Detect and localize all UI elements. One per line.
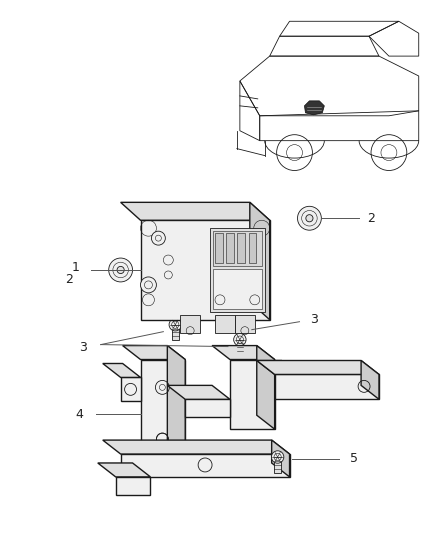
Polygon shape — [248, 233, 256, 263]
Text: 2: 2 — [65, 273, 73, 286]
Polygon shape — [272, 440, 290, 477]
Polygon shape — [257, 345, 275, 429]
Polygon shape — [250, 203, 270, 320]
Polygon shape — [226, 233, 234, 263]
Circle shape — [169, 319, 181, 331]
Polygon shape — [257, 360, 300, 375]
Polygon shape — [215, 315, 235, 333]
Polygon shape — [275, 375, 300, 397]
Polygon shape — [304, 101, 324, 115]
Polygon shape — [123, 345, 185, 360]
Polygon shape — [180, 315, 200, 333]
Text: 3: 3 — [311, 313, 318, 326]
Polygon shape — [235, 315, 255, 333]
Text: 1: 1 — [72, 262, 80, 274]
Polygon shape — [120, 203, 270, 220]
Polygon shape — [120, 454, 290, 477]
Polygon shape — [172, 325, 179, 340]
Polygon shape — [210, 228, 265, 312]
Polygon shape — [230, 360, 275, 429]
Circle shape — [297, 206, 321, 230]
Polygon shape — [98, 463, 150, 477]
Polygon shape — [275, 375, 379, 399]
Circle shape — [141, 277, 156, 293]
Circle shape — [109, 258, 133, 282]
Polygon shape — [167, 385, 230, 399]
Polygon shape — [237, 233, 245, 263]
Polygon shape — [167, 345, 185, 469]
Text: 2: 2 — [367, 212, 375, 225]
Polygon shape — [213, 269, 262, 309]
Polygon shape — [215, 233, 223, 263]
Polygon shape — [274, 457, 281, 473]
Text: 5: 5 — [350, 453, 358, 465]
Polygon shape — [185, 399, 230, 417]
Polygon shape — [120, 377, 141, 401]
Text: 3: 3 — [79, 341, 87, 354]
Polygon shape — [237, 340, 243, 355]
Text: 4: 4 — [75, 408, 83, 421]
Circle shape — [306, 215, 313, 222]
Polygon shape — [141, 360, 185, 469]
Polygon shape — [257, 360, 379, 375]
Polygon shape — [213, 231, 262, 266]
Circle shape — [152, 231, 165, 245]
Circle shape — [117, 266, 124, 273]
Polygon shape — [103, 364, 141, 377]
Polygon shape — [116, 477, 150, 495]
Polygon shape — [103, 440, 290, 454]
Circle shape — [233, 334, 246, 346]
Polygon shape — [141, 220, 270, 320]
Polygon shape — [212, 345, 275, 360]
Polygon shape — [361, 360, 379, 399]
Circle shape — [272, 451, 284, 463]
